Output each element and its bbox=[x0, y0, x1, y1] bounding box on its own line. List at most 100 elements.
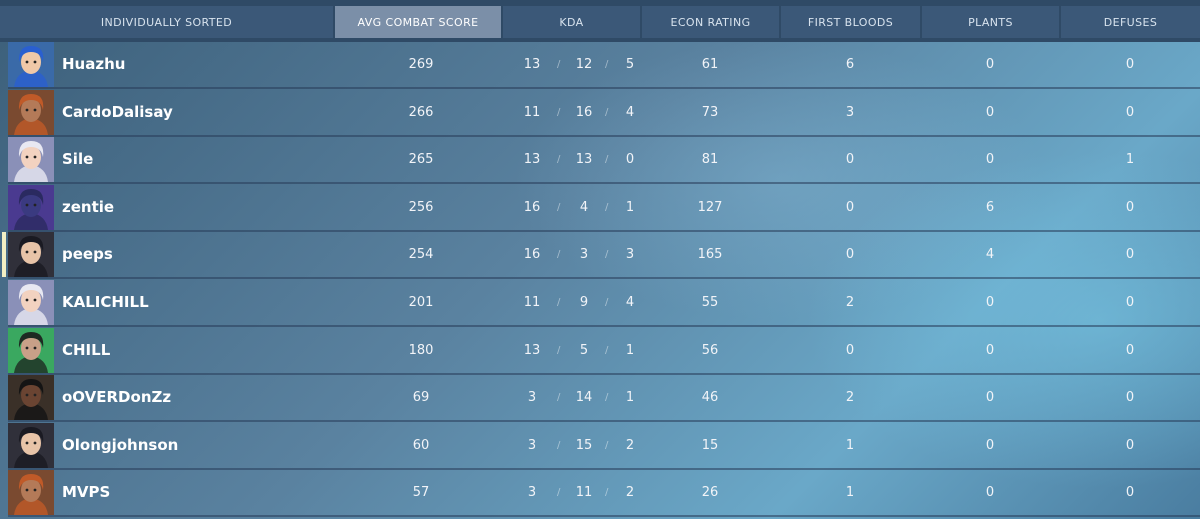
kda-separator: / bbox=[557, 59, 561, 70]
player-row[interactable]: Olongjohnson 60 3 / 15 / 2 15 1 0 0 bbox=[8, 422, 1200, 470]
header-defuses[interactable]: DEFUSES bbox=[1061, 6, 1200, 38]
econ-rating-value: 55 bbox=[701, 295, 719, 310]
kda-separator: / bbox=[605, 154, 609, 166]
kills-value: 11 bbox=[523, 295, 541, 310]
player-name: zentie bbox=[62, 197, 115, 216]
kda-separator: / bbox=[557, 297, 561, 308]
kda-separator: / bbox=[605, 249, 609, 261]
player-row[interactable]: MVPS 57 3 / 11 / 2 26 1 0 0 bbox=[8, 470, 1200, 518]
player-name: Sile bbox=[62, 150, 94, 169]
first-bloods-value: 2 bbox=[845, 295, 855, 310]
deaths-value: 4 bbox=[579, 199, 589, 215]
header-individually-sorted[interactable]: INDIVIDUALLY SORTED bbox=[0, 6, 333, 38]
kda-separator: / bbox=[605, 344, 609, 356]
agent-hooded-icon bbox=[8, 184, 54, 230]
scoreboard-header: INDIVIDUALLY SORTED AVG COMBAT SCORE KDA… bbox=[0, 0, 1200, 42]
deaths-value: 15 bbox=[575, 437, 593, 453]
agent-bearded-beret-icon bbox=[8, 89, 54, 135]
first-bloods-value: 0 bbox=[845, 152, 855, 168]
kda-separator: / bbox=[557, 392, 561, 404]
kda-separator: / bbox=[605, 439, 609, 451]
deaths-value: 14 bbox=[575, 390, 593, 406]
assists-value: 4 bbox=[625, 104, 635, 120]
player-name: CardoDalisay bbox=[62, 102, 173, 121]
deaths-value: 13 bbox=[575, 152, 593, 168]
first-bloods-value: 2 bbox=[845, 390, 855, 406]
plants-value: 0 bbox=[985, 485, 995, 501]
kda-separator: / bbox=[605, 201, 609, 213]
assists-value: 1 bbox=[625, 390, 635, 406]
first-bloods-value: 0 bbox=[845, 199, 855, 215]
plants-value: 0 bbox=[985, 152, 995, 168]
econ-rating-value: 81 bbox=[701, 152, 719, 168]
player-row[interactable]: zentie 256 16 / 4 / 1 127 0 6 0 bbox=[8, 184, 1200, 232]
player-row[interactable]: CardoDalisay 266 11 / 16 / 4 73 3 0 0 bbox=[8, 89, 1200, 137]
econ-rating-value: 127 bbox=[697, 199, 723, 215]
kda-separator: / bbox=[605, 59, 609, 70]
defuses-value: 1 bbox=[1125, 152, 1135, 168]
assists-value: 0 bbox=[625, 152, 635, 168]
kda-separator: / bbox=[557, 344, 561, 356]
kda-separator: / bbox=[557, 249, 561, 261]
econ-rating-value: 15 bbox=[701, 437, 719, 453]
defuses-value: 0 bbox=[1125, 247, 1135, 263]
econ-rating-value: 73 bbox=[701, 104, 719, 120]
defuses-value: 0 bbox=[1125, 104, 1135, 120]
plants-value: 0 bbox=[985, 57, 995, 72]
assists-value: 1 bbox=[625, 199, 635, 215]
header-econ-rating[interactable]: ECON RATING bbox=[642, 6, 779, 38]
kills-value: 3 bbox=[527, 485, 537, 501]
player-row[interactable]: Sile 265 13 / 13 / 0 81 0 0 1 bbox=[8, 137, 1200, 185]
defuses-value: 0 bbox=[1125, 295, 1135, 310]
assists-value: 2 bbox=[625, 485, 635, 501]
player-row[interactable]: Huazhu 269 13 / 12 / 5 61 6 0 0 bbox=[8, 42, 1200, 89]
kda-separator: / bbox=[557, 487, 561, 499]
agent-dark-hair-icon bbox=[8, 232, 54, 278]
kda-separator: / bbox=[557, 154, 561, 166]
header-first-bloods[interactable]: FIRST BLOODS bbox=[781, 6, 920, 38]
player-name: peeps bbox=[62, 245, 113, 264]
kills-value: 16 bbox=[523, 247, 541, 263]
assists-value: 1 bbox=[625, 342, 635, 358]
econ-rating-value: 165 bbox=[697, 247, 723, 263]
header-kda[interactable]: KDA bbox=[503, 6, 640, 38]
econ-rating-value: 46 bbox=[701, 390, 719, 406]
player-row[interactable]: peeps 254 16 / 3 / 3 165 0 4 0 bbox=[2, 232, 1200, 280]
plants-value: 0 bbox=[985, 104, 995, 120]
player-name: KALICHILL bbox=[62, 293, 149, 311]
player-name: oOVERDonZz bbox=[62, 388, 172, 407]
header-plants[interactable]: PLANTS bbox=[922, 6, 1059, 38]
kda-separator: / bbox=[557, 439, 561, 451]
kills-value: 3 bbox=[527, 437, 537, 453]
player-name: Olongjohnson bbox=[62, 435, 179, 454]
assists-value: 4 bbox=[625, 295, 635, 310]
kda-separator: / bbox=[557, 106, 561, 118]
plants-value: 0 bbox=[985, 342, 995, 358]
kills-value: 16 bbox=[523, 199, 541, 215]
agent-dark-hair-icon bbox=[8, 422, 54, 468]
player-row[interactable]: KALICHILL 201 11 / 9 / 4 55 2 0 0 bbox=[8, 280, 1200, 327]
header-avg-combat-score[interactable]: AVG COMBAT SCORE bbox=[335, 6, 501, 38]
econ-rating-value: 26 bbox=[701, 485, 719, 501]
econ-rating-value: 56 bbox=[701, 342, 719, 358]
player-name: CHILL bbox=[62, 340, 111, 359]
agent-white-hair-icon bbox=[8, 280, 54, 325]
player-row[interactable]: CHILL 180 13 / 5 / 1 56 0 0 0 bbox=[8, 327, 1200, 375]
deaths-value: 5 bbox=[579, 342, 589, 358]
defuses-value: 0 bbox=[1125, 390, 1135, 406]
kills-value: 3 bbox=[527, 390, 537, 406]
plants-value: 4 bbox=[985, 247, 995, 263]
first-bloods-value: 0 bbox=[845, 342, 855, 358]
deaths-value: 9 bbox=[579, 295, 589, 310]
econ-rating-value: 61 bbox=[701, 57, 719, 72]
agent-white-hair-icon bbox=[8, 137, 54, 183]
player-row[interactable]: oOVERDonZz 69 3 / 14 / 1 46 2 0 0 bbox=[8, 375, 1200, 423]
avg-combat-score-value: 60 bbox=[412, 437, 430, 453]
first-bloods-value: 1 bbox=[845, 485, 855, 501]
player-name: MVPS bbox=[62, 483, 111, 502]
plants-value: 0 bbox=[985, 295, 995, 310]
first-bloods-value: 1 bbox=[845, 437, 855, 453]
deaths-value: 12 bbox=[575, 57, 593, 72]
deaths-value: 11 bbox=[575, 485, 593, 501]
agent-dark-skin-icon bbox=[8, 375, 54, 421]
